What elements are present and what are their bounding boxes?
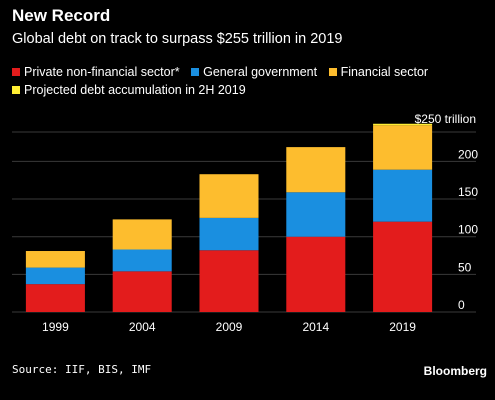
bar-segment	[373, 169, 433, 222]
x-tick-label: 2014	[302, 320, 329, 334]
bar-segment	[373, 125, 433, 170]
x-tick-label: 2004	[129, 320, 156, 334]
chart-title: New Record	[12, 6, 111, 25]
legend-swatch-private	[12, 68, 20, 76]
y-tick-label: 150	[458, 185, 478, 199]
x-tick-label: 1999	[42, 320, 69, 334]
x-tick-label: 2019	[389, 320, 416, 334]
bar-segment	[199, 250, 259, 312]
legend-item-financial: Financial sector	[328, 63, 429, 81]
bar-segment	[25, 284, 85, 312]
legend-item-private: Private non-financial sector*	[12, 63, 180, 81]
legend-label-private: Private non-financial sector*	[24, 65, 180, 79]
bar-segment	[199, 174, 259, 218]
legend-swatch-projected	[12, 86, 20, 94]
bar-segment	[112, 219, 172, 250]
bar-segment	[112, 249, 172, 272]
legend-label-projected: Projected debt accumulation in 2H 2019	[24, 83, 246, 97]
bar-segment	[286, 192, 346, 237]
legend-item-government: General government	[191, 63, 317, 81]
bar-segment	[286, 236, 346, 312]
legend-item-projected: Projected debt accumulation in 2H 2019	[12, 81, 246, 99]
bar-segment	[25, 251, 85, 268]
y-tick-label: 0	[458, 298, 465, 312]
legend-label-government: General government	[203, 65, 318, 79]
legend-swatch-financial	[328, 68, 337, 76]
source-note: Source: IIF, BIS, IMF	[12, 363, 152, 376]
y-tick-label: 100	[458, 223, 478, 237]
chart-subtitle: Global debt on track to surpass $255 tri…	[12, 31, 343, 47]
bar-segment	[112, 271, 172, 312]
legend: Private non-financial sector* General go…	[12, 63, 482, 99]
bar-segment	[373, 123, 433, 126]
legend-swatch-government	[191, 68, 200, 76]
bar-segment	[373, 221, 433, 312]
bar-segment	[199, 217, 259, 251]
bar-segment	[286, 147, 346, 193]
y-tick-label: 200	[458, 147, 478, 161]
brand-logo: Bloomberg	[423, 364, 487, 378]
x-tick-label: 2009	[216, 320, 243, 334]
legend-label-financial: Financial sector	[340, 65, 429, 79]
y-tick-label: 50	[458, 260, 472, 274]
bar-segment	[25, 267, 85, 285]
top-value-label: $250 trillion	[415, 112, 476, 126]
